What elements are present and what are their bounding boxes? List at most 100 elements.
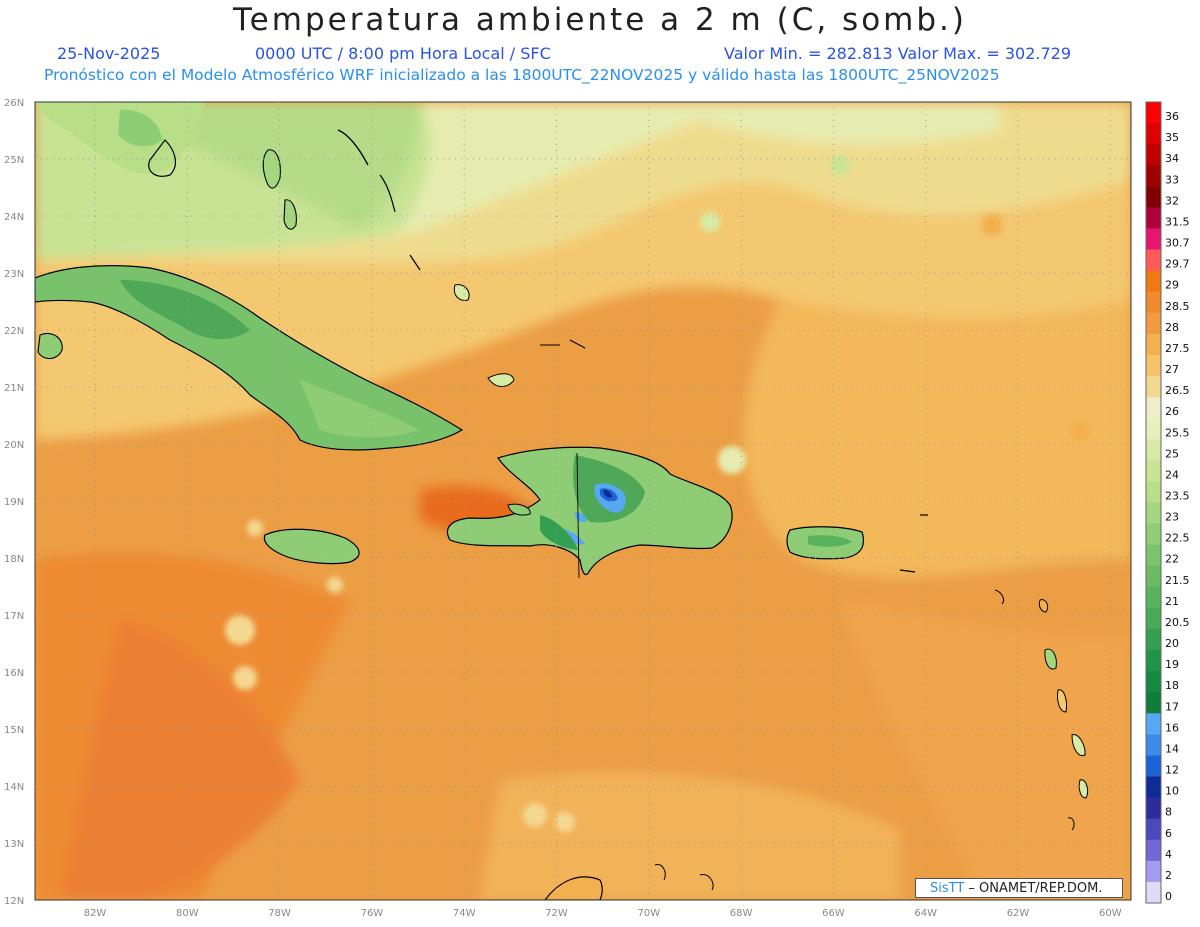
- sistt-logo: SisTT: [930, 881, 965, 896]
- colorbar-label: 29: [1165, 279, 1179, 292]
- colorbar-swatch: [1146, 207, 1161, 229]
- graticule: [35, 102, 1131, 900]
- lat-label: 13N: [4, 839, 24, 850]
- colorbar-swatch: [1146, 123, 1161, 145]
- colorbar-label: 20.5: [1165, 616, 1190, 629]
- longitude-labels: 82W 80W 78W 76W 74W 72W 70W 68W 66W 64W 62W 60W: [84, 908, 1122, 919]
- colorbar-label: 19: [1165, 658, 1179, 671]
- colorbar-label: 31.5: [1165, 215, 1190, 228]
- colorbar-frame: [1145, 101, 1162, 904]
- colorbar-label: 10: [1165, 785, 1179, 798]
- colorbar-swatch: [1146, 713, 1161, 735]
- colorbar-label: 35: [1165, 131, 1179, 144]
- lat-label: 16N: [4, 668, 24, 679]
- colorbar-swatch: [1146, 502, 1161, 525]
- colorbar-label: 29.7: [1165, 258, 1190, 271]
- credit-text: – ONAMET/REP.DOM.: [964, 881, 1103, 896]
- colorbar-swatch: [1146, 607, 1161, 630]
- colorbar-label: 33: [1165, 173, 1179, 186]
- lat-label: 23N: [4, 269, 24, 280]
- model-info: Pronóstico con el Modelo Atmosférico WRF…: [44, 66, 1000, 84]
- colorbar: 363534333231.530.729.72928.52827.52726.5…: [1145, 101, 1190, 904]
- colorbar-swatch: [1146, 249, 1161, 272]
- lat-label: 15N: [4, 725, 24, 736]
- lat-label: 19N: [4, 497, 24, 508]
- colorbar-label: 0: [1165, 890, 1172, 903]
- colorbar-label: 8: [1165, 806, 1172, 819]
- colorbar-swatch: [1146, 144, 1161, 166]
- colorbar-swatch: [1146, 460, 1161, 482]
- colorbar-swatch: [1146, 839, 1161, 862]
- colorbar-label: 17: [1165, 700, 1179, 713]
- colorbar-swatch: [1146, 671, 1161, 693]
- colorbar-swatch: [1146, 544, 1161, 567]
- colorbar-swatch: [1146, 734, 1161, 756]
- colorbar-swatch: [1146, 418, 1161, 440]
- colorbar-label: 34: [1165, 152, 1179, 165]
- colorbar-swatch: [1146, 797, 1161, 820]
- lat-label: 12N: [4, 896, 24, 907]
- forecast-time: 0000 UTC / 8:00 pm Hora Local / SFC: [255, 44, 551, 63]
- colorbar-swatch: [1146, 291, 1161, 314]
- colorbar-label: 12: [1165, 764, 1179, 777]
- colorbar-label: 26: [1165, 405, 1179, 418]
- lon-label: 80W: [176, 908, 199, 919]
- colorbar-label: 26.5: [1165, 384, 1190, 397]
- colorbar-label: 28.5: [1165, 300, 1190, 313]
- colorbar-swatch: [1146, 628, 1161, 651]
- colorbar-swatch: [1146, 270, 1161, 293]
- colorbar-label: 2: [1165, 869, 1172, 882]
- colorbar-swatch: [1146, 481, 1161, 503]
- colorbar-swatch: [1146, 439, 1161, 461]
- colorbar-swatch: [1146, 165, 1161, 187]
- colorbar-swatch: [1146, 586, 1161, 609]
- colorbar-swatch: [1146, 818, 1161, 841]
- colorbar-label: 20: [1165, 637, 1179, 650]
- lon-label: 78W: [268, 908, 291, 919]
- colorbar-label: 30.7: [1165, 237, 1190, 250]
- lat-label: 17N: [4, 611, 24, 622]
- lon-label: 60W: [1099, 908, 1122, 919]
- colorbar-swatch: [1146, 776, 1161, 799]
- colorbar-swatch: [1146, 692, 1161, 714]
- temperature-field: [35, 102, 1131, 900]
- lat-label: 24N: [4, 212, 24, 223]
- lon-label: 66W: [822, 908, 845, 919]
- colorbar-label: 18: [1165, 679, 1179, 692]
- colorbar-swatch: [1146, 376, 1161, 398]
- lon-label: 76W: [361, 908, 384, 919]
- colorbar-swatch: [1146, 881, 1161, 904]
- lon-label: 70W: [637, 908, 660, 919]
- colorbar-swatch: [1146, 650, 1161, 672]
- lat-label: 25N: [4, 155, 24, 166]
- lon-label: 74W: [453, 908, 476, 919]
- lat-label: 18N: [4, 554, 24, 565]
- land-masses: [35, 102, 1089, 900]
- colorbar-label: 23.5: [1165, 490, 1190, 503]
- colorbar-label: 16: [1165, 721, 1179, 734]
- forecast-date: 25-Nov-2025: [57, 44, 161, 63]
- lat-label: 14N: [4, 782, 24, 793]
- colorbar-label: 27: [1165, 363, 1179, 376]
- colorbar-label: 21: [1165, 595, 1179, 608]
- colorbar-swatch: [1146, 397, 1161, 419]
- colorbar-label: 27.5: [1165, 342, 1190, 355]
- lon-label: 62W: [1007, 908, 1030, 919]
- lon-label: 64W: [914, 908, 937, 919]
- credit-box: SisTT – ONAMET/REP.DOM.: [915, 878, 1123, 898]
- colorbar-swatch: [1146, 523, 1161, 546]
- lat-label: 22N: [4, 326, 24, 337]
- colorbar-label: 21.5: [1165, 574, 1190, 587]
- colorbar-swatch: [1146, 312, 1161, 335]
- colorbar-label: 25: [1165, 447, 1179, 460]
- colorbar-swatch: [1146, 354, 1161, 377]
- colorbar-label: 22: [1165, 553, 1179, 566]
- colorbar-swatch: [1146, 186, 1161, 208]
- colorbar-swatch: [1146, 102, 1161, 124]
- colorbar-label: 32: [1165, 194, 1179, 207]
- map-title: Temperatura ambiente a 2 m (C, somb.): [233, 2, 967, 38]
- value-range: Valor Min. = 282.813 Valor Max. = 302.72…: [724, 44, 1072, 63]
- lat-label: 21N: [4, 383, 24, 394]
- colorbar-label: 28: [1165, 321, 1179, 334]
